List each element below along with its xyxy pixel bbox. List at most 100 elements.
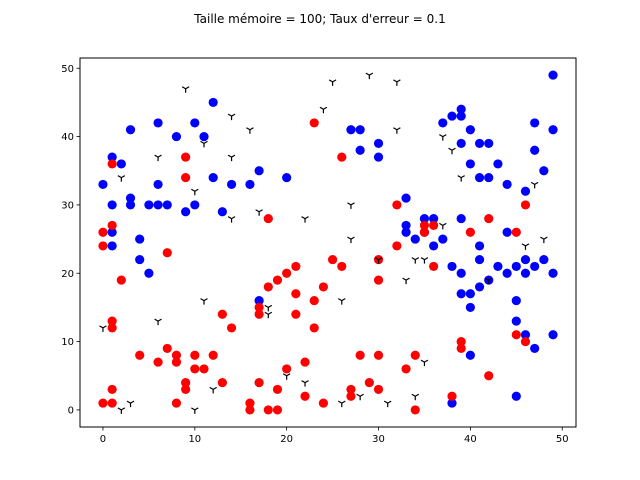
data-point-series-2 — [126, 400, 135, 408]
y-tick-label: 50 — [61, 64, 74, 75]
data-point-series-2 — [439, 222, 447, 230]
data-point-series-0 — [153, 118, 163, 128]
data-point-series-0 — [530, 343, 540, 354]
data-point-series-0 — [107, 241, 117, 251]
data-point-series-1 — [447, 391, 457, 401]
x-tick-label: 30 — [372, 434, 385, 445]
data-point-series-1 — [171, 357, 182, 367]
data-point-series-1 — [162, 343, 172, 354]
data-point-series-1 — [181, 377, 191, 388]
data-point-series-0 — [493, 159, 503, 169]
data-point-series-0 — [144, 200, 154, 210]
data-point-series-0 — [474, 241, 485, 251]
data-point-series-2 — [227, 113, 236, 121]
data-point-series-0 — [410, 234, 420, 244]
data-point-series-2 — [365, 72, 374, 80]
data-point-series-2 — [439, 134, 447, 141]
data-point-series-2 — [484, 277, 493, 285]
data-point-series-0 — [484, 138, 494, 149]
data-point-series-0 — [520, 254, 531, 265]
data-point-series-1 — [199, 364, 209, 374]
data-point-series-0 — [373, 152, 384, 162]
data-point-series-2 — [99, 325, 107, 332]
data-point-series-0 — [438, 118, 448, 128]
data-point-series-1 — [107, 384, 117, 395]
data-point-series-1 — [254, 302, 264, 313]
data-point-series-1 — [300, 357, 310, 367]
data-point-series-1 — [392, 241, 402, 251]
data-point-series-0 — [429, 213, 439, 224]
data-point-series-1 — [107, 323, 117, 333]
data-point-series-1 — [217, 309, 227, 319]
data-point-series-1 — [116, 275, 126, 285]
data-point-series-1 — [190, 350, 200, 360]
data-point-series-1 — [263, 213, 273, 224]
data-point-series-1 — [217, 377, 227, 388]
x-tick-label: 50 — [556, 434, 569, 445]
data-point-series-0 — [419, 213, 430, 224]
data-point-series-1 — [456, 336, 466, 347]
data-point-series-0 — [548, 70, 558, 80]
data-point-series-1 — [135, 350, 145, 360]
data-point-series-1 — [98, 227, 108, 237]
data-point-series-1 — [419, 220, 430, 231]
data-point-series-0 — [530, 261, 540, 272]
data-point-series-0 — [520, 330, 531, 340]
data-point-series-0 — [474, 138, 485, 149]
data-point-series-1 — [190, 364, 200, 374]
data-point-series-0 — [181, 207, 191, 217]
x-tick-label: 20 — [280, 434, 293, 445]
data-point-series-1 — [282, 268, 292, 278]
data-point-series-1 — [511, 330, 521, 340]
y-tick-label: 10 — [61, 337, 74, 348]
data-point-series-0 — [153, 179, 163, 190]
data-point-series-0 — [208, 172, 218, 183]
data-point-series-0 — [502, 227, 512, 237]
data-point-series-0 — [465, 289, 475, 299]
data-point-series-0 — [135, 234, 145, 244]
data-point-series-2 — [200, 140, 208, 148]
data-point-series-2 — [393, 79, 401, 86]
data-point-series-1 — [107, 159, 117, 169]
data-point-series-0 — [226, 179, 237, 190]
data-point-series-0 — [107, 200, 117, 210]
data-point-series-2 — [540, 236, 548, 244]
data-point-series-0 — [493, 261, 503, 272]
data-point-series-2 — [200, 298, 208, 305]
data-point-series-2 — [420, 359, 429, 367]
data-point-series-2 — [420, 257, 429, 264]
data-point-series-1 — [373, 350, 384, 360]
data-point-series-2 — [411, 257, 420, 264]
data-point-series-0 — [401, 220, 411, 231]
data-point-series-0 — [144, 268, 154, 278]
data-point-series-0 — [190, 200, 200, 210]
data-point-series-1 — [171, 398, 182, 408]
data-point-series-1 — [181, 172, 191, 183]
data-point-series-1 — [162, 248, 172, 258]
x-tick-label: 0 — [100, 434, 106, 445]
data-point-series-0 — [447, 261, 457, 272]
data-point-series-2 — [374, 257, 383, 264]
data-point-series-0 — [520, 186, 531, 196]
data-point-series-2 — [209, 386, 217, 394]
data-point-series-2 — [393, 127, 401, 134]
data-point-series-2 — [301, 216, 309, 223]
data-point-series-0 — [346, 125, 356, 135]
data-point-series-1 — [337, 152, 347, 162]
data-point-series-0 — [107, 227, 117, 237]
x-tick-label: 10 — [188, 434, 201, 445]
data-point-series-1 — [107, 220, 117, 231]
data-point-series-0 — [456, 289, 466, 299]
y-tick-label: 0 — [68, 405, 74, 416]
data-point-series-1 — [98, 398, 108, 408]
data-point-series-0 — [254, 166, 264, 176]
data-point-series-0 — [520, 268, 531, 278]
data-point-series-1 — [107, 398, 117, 408]
data-point-series-1 — [410, 405, 420, 415]
data-point-series-1 — [245, 405, 255, 415]
data-point-series-0 — [171, 131, 182, 142]
data-point-series-0 — [456, 138, 466, 149]
data-point-series-0 — [456, 111, 466, 121]
data-point-series-0 — [548, 268, 558, 278]
data-point-series-0 — [548, 125, 558, 135]
